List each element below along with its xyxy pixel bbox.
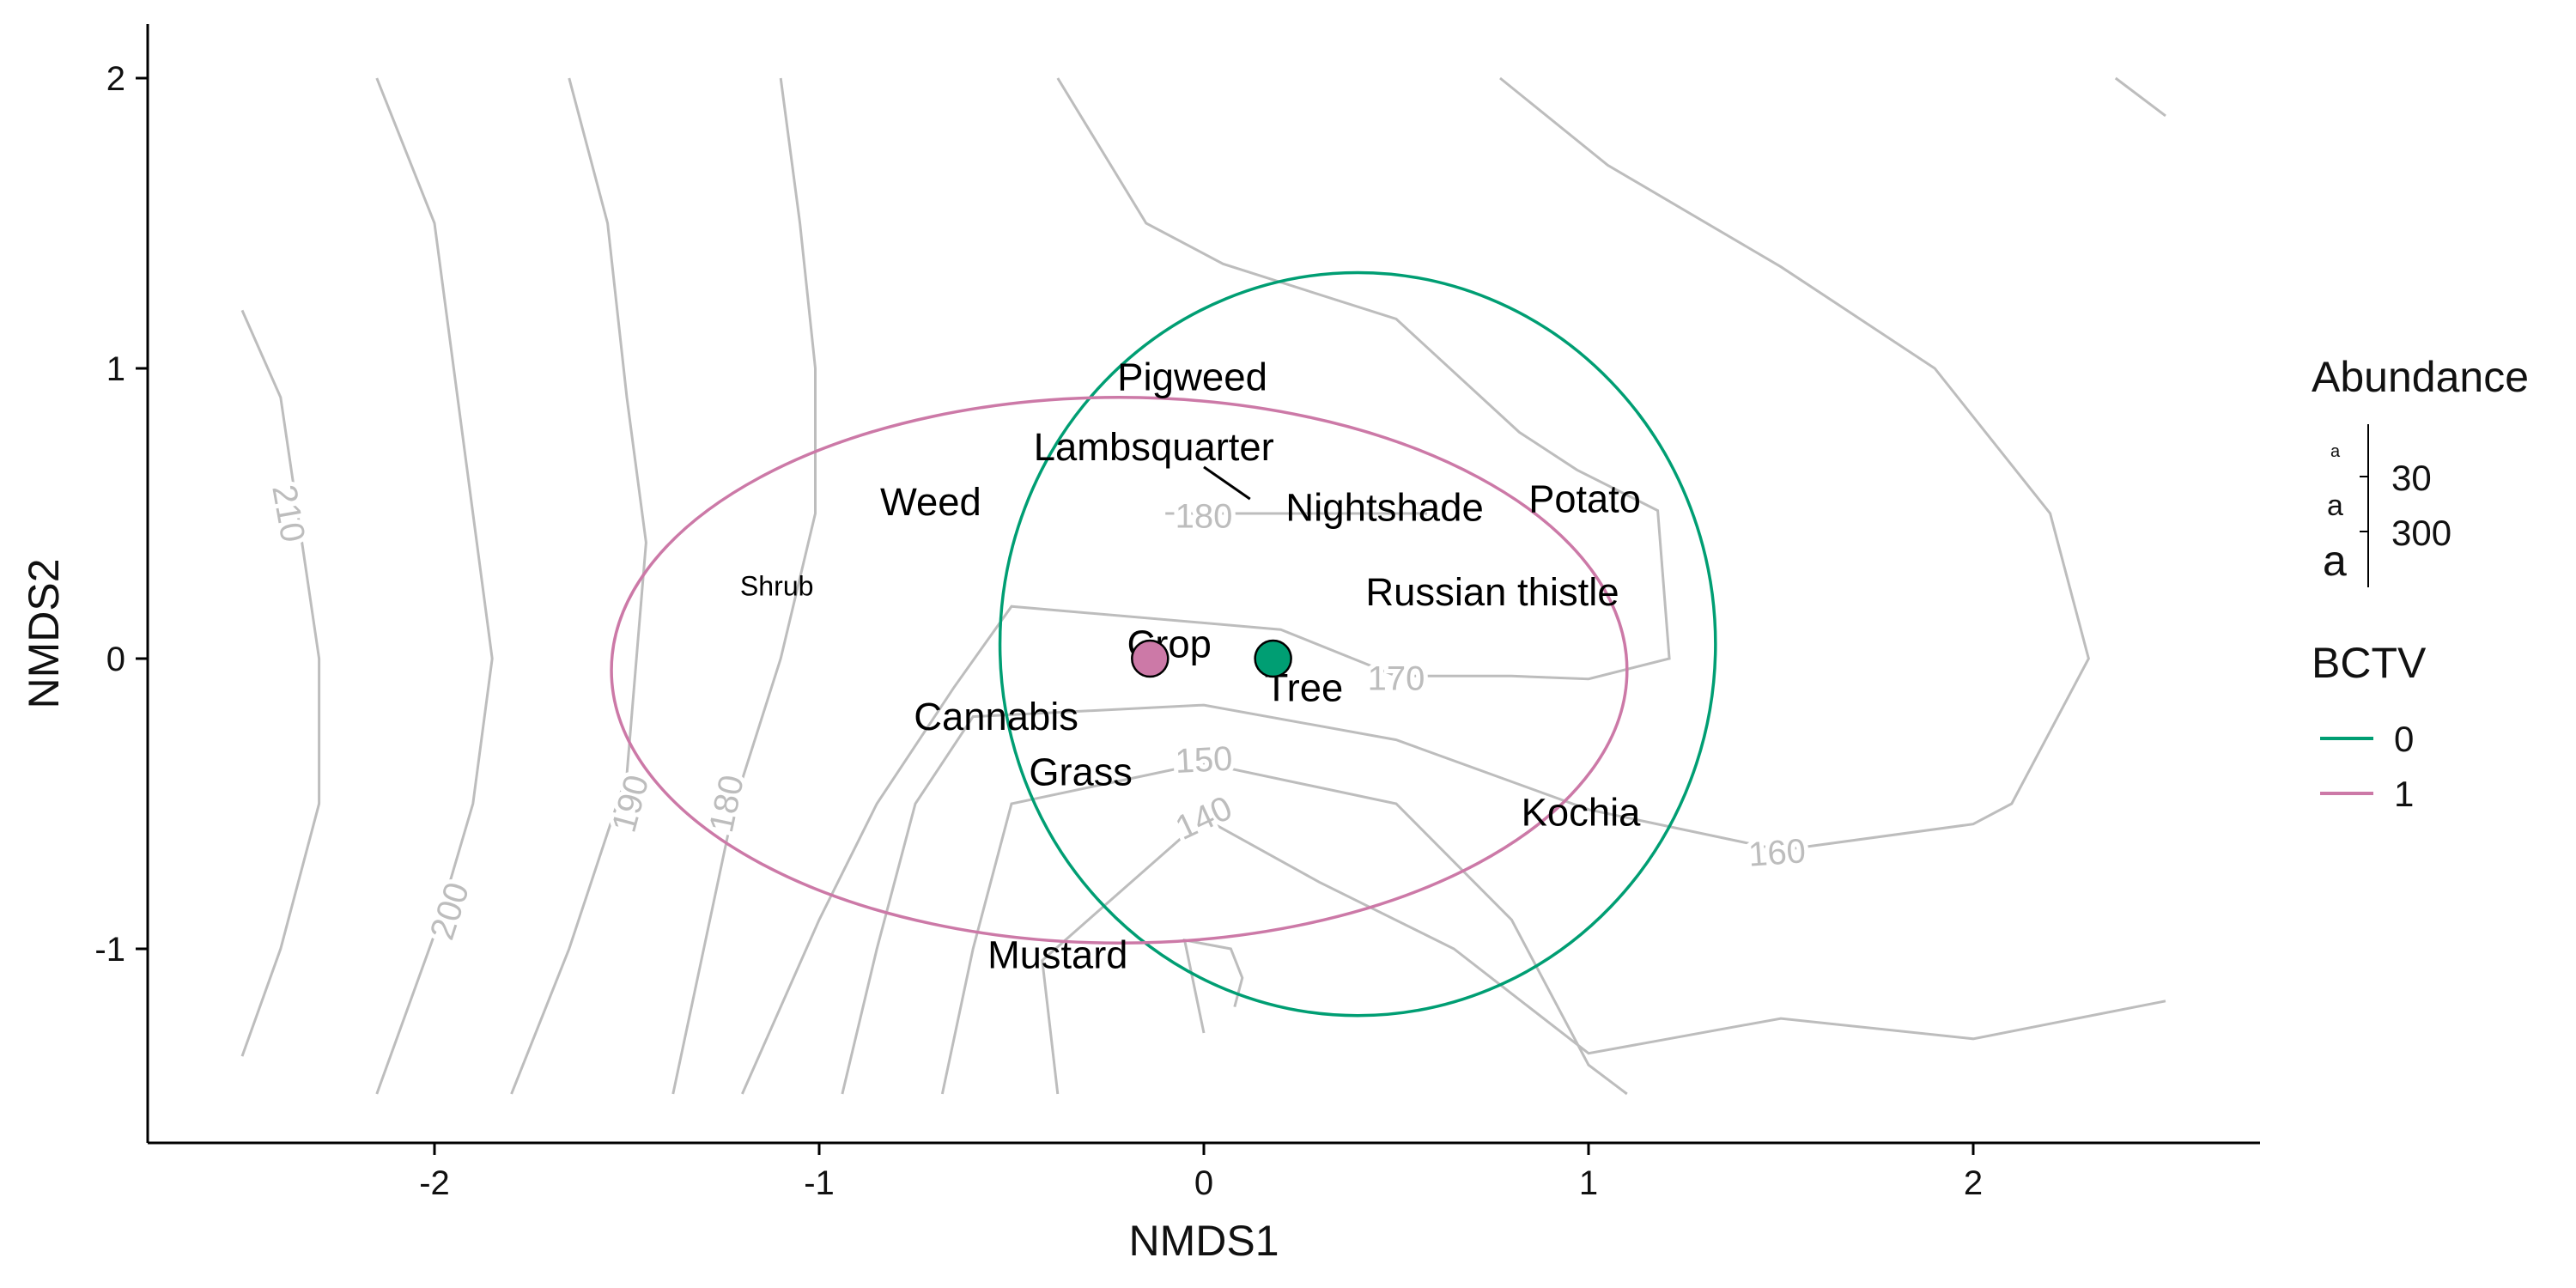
contour-label-160: 160 xyxy=(1747,832,1807,874)
contour-label-150: 150 xyxy=(1175,740,1234,781)
contour-label-180: 180 xyxy=(702,772,751,835)
legend-abundance-label-300: 300 xyxy=(2391,513,2451,553)
x-tick-label: 2 xyxy=(1964,1164,1983,1202)
legend-bctv-0-label: 0 xyxy=(2394,719,2414,759)
contour-label-170: 170 xyxy=(1368,660,1425,698)
species-label-weed: Weed xyxy=(880,480,981,524)
species-label-mustard: Mustard xyxy=(987,933,1127,976)
legend-abundance-key: a a a 30 300 xyxy=(2323,424,2451,587)
species-label-potato: Potato xyxy=(1528,477,1641,521)
legend: Abundance a a a 30 300 BCTV 0 1 xyxy=(2312,353,2529,814)
contour-line-140 xyxy=(1182,939,1244,1034)
x-axis-title: NMDS1 xyxy=(1128,1217,1279,1265)
legend-abundance-glyph-large: a xyxy=(2323,537,2347,585)
axes: -2 -1 0 1 2 -1 0 1 2 NMDS1 NMDS2 xyxy=(20,24,2260,1265)
contour-line-200 xyxy=(375,77,494,1095)
species-label-grass: Grass xyxy=(1029,750,1133,793)
contour-label-190: 190 xyxy=(605,771,657,836)
contour-line-160 xyxy=(841,76,2091,1095)
legend-bctv-key: 0 1 xyxy=(2320,719,2414,814)
ellipse-bctv-1 xyxy=(610,396,1629,945)
y-axis-ticks: -1 0 1 2 xyxy=(94,60,148,969)
y-tick-label: 0 xyxy=(106,641,125,678)
species-label-cannabis: Cannabis xyxy=(914,695,1078,738)
x-tick-label: -2 xyxy=(419,1164,450,1202)
ellipse-bctv-0 xyxy=(998,270,1717,1018)
y-tick-label: 1 xyxy=(106,350,125,388)
group-ellipses xyxy=(610,270,1717,1018)
leader-line xyxy=(1203,465,1251,501)
y-axis-title: NMDS2 xyxy=(20,558,68,708)
legend-abundance-glyph-medium: a xyxy=(2327,489,2343,522)
label-leader-lines xyxy=(1203,465,1251,501)
contour-line-140 xyxy=(1041,817,2166,1095)
species-label-lambsquarter: Lambsquarter xyxy=(1034,425,1274,469)
species-label-kochia: Kochia xyxy=(1522,791,1642,835)
contour-label-210: 210 xyxy=(264,482,312,544)
contour-label-200: 200 xyxy=(423,878,477,945)
contour-line-170 xyxy=(741,77,1671,1095)
legend-bctv-1-label: 1 xyxy=(2394,774,2414,814)
group-centroids xyxy=(1131,639,1292,678)
contour-line-150 xyxy=(940,762,1628,1096)
species-label-pigweed: Pigweed xyxy=(1117,355,1267,399)
contour-lines xyxy=(240,76,2166,1096)
legend-abundance-glyph-small: a xyxy=(2330,442,2341,461)
centroid-bctv-0 xyxy=(1254,639,1292,678)
contour-label-180: 180 xyxy=(1176,497,1233,535)
x-tick-label: -1 xyxy=(804,1164,835,1202)
contour-line-180 xyxy=(671,77,817,1095)
legend-abundance-title: Abundance xyxy=(2312,353,2529,401)
species-label-shrub: Shrub xyxy=(740,571,814,602)
species-label-nightshade: Nightshade xyxy=(1285,486,1484,530)
contour-line-210 xyxy=(240,309,321,1057)
y-tick-label: 2 xyxy=(106,60,125,98)
contour-line-140 xyxy=(2114,76,2166,118)
legend-bctv-title: BCTV xyxy=(2312,639,2427,687)
contour-line-190 xyxy=(510,77,647,1095)
x-axis-ticks: -2 -1 0 1 2 xyxy=(419,1143,1983,1202)
centroid-bctv-1 xyxy=(1131,639,1170,678)
y-tick-label: -1 xyxy=(94,931,125,969)
x-tick-label: 0 xyxy=(1194,1164,1213,1202)
x-tick-label: 1 xyxy=(1579,1164,1598,1202)
legend-abundance-label-30: 30 xyxy=(2391,458,2432,498)
species-label-russian-thistle: Russian thistle xyxy=(1365,570,1619,614)
